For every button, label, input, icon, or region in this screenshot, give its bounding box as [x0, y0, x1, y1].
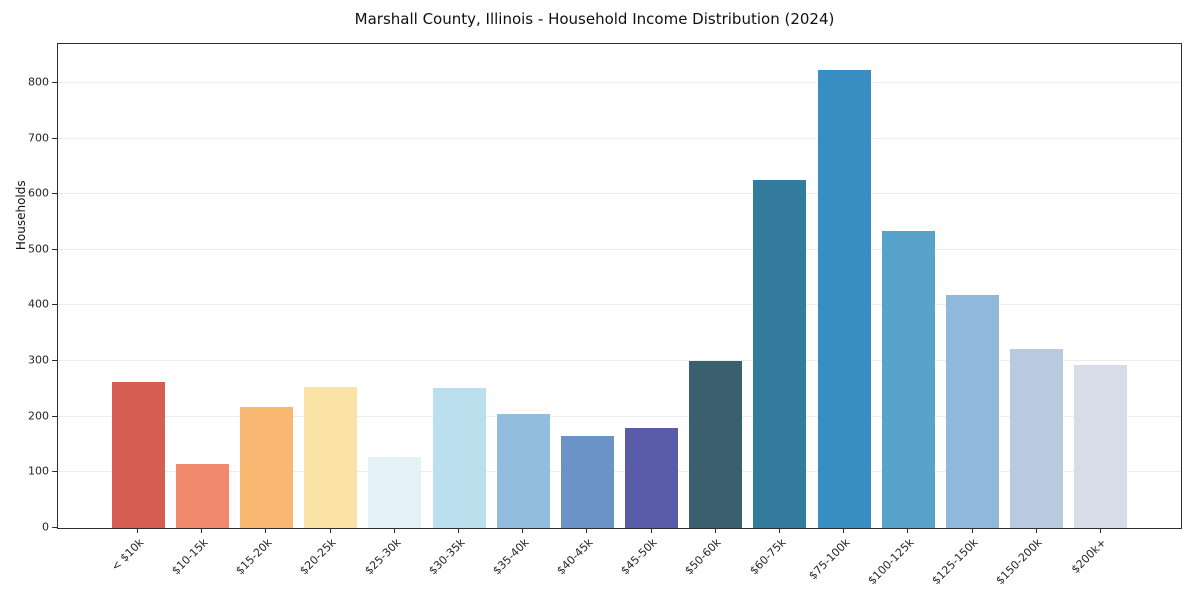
x-tick-mark [907, 528, 909, 533]
x-tick-label: $20-25k [297, 536, 339, 578]
y-tick-mark [52, 471, 57, 473]
bar--35-40k [496, 413, 550, 528]
y-tick-mark [52, 248, 57, 250]
x-tick-label: < $10k [108, 536, 147, 574]
gridline [58, 81, 1181, 83]
x-tick-mark [201, 528, 203, 533]
bar--100-125k [881, 231, 935, 528]
x-tick-label: $150-200k [993, 536, 1045, 588]
chart-title: Marshall County, Illinois - Household In… [354, 10, 835, 28]
x-tick-mark [458, 528, 460, 533]
gridline [58, 248, 1181, 250]
bar--150-200k [1010, 348, 1064, 528]
bar--10k [111, 381, 165, 528]
y-tick-label: 800 [28, 75, 49, 89]
x-tick-mark [1035, 528, 1037, 533]
x-tick-mark [1099, 528, 1101, 533]
x-tick-label: $35-40k [490, 536, 532, 578]
x-tick-mark [843, 528, 845, 533]
bar--15-20k [239, 406, 293, 528]
x-tick-mark [522, 528, 524, 533]
x-tick-label: $25-30k [361, 536, 404, 578]
y-tick-label: 100 [28, 464, 49, 478]
x-tick-label: $125-150k [929, 536, 981, 588]
gridline [58, 360, 1181, 362]
plot-area [57, 43, 1182, 529]
x-tick-mark [971, 528, 973, 533]
x-tick-label: $30-35k [425, 536, 468, 578]
y-tick-label: 300 [28, 353, 49, 367]
x-tick-mark [650, 528, 652, 533]
bar--40-45k [560, 436, 614, 528]
x-tick-label: $100-125k [865, 536, 917, 588]
bar--75-100k [817, 70, 871, 528]
y-tick-mark [52, 81, 57, 83]
y-tick-mark [52, 527, 57, 528]
y-tick-label: 0 [42, 520, 49, 534]
gridline [58, 137, 1181, 139]
x-tick-label: $75-100k [806, 536, 853, 583]
y-tick-mark [52, 415, 57, 417]
bar--60-75k [753, 180, 807, 528]
y-tick-label: 600 [28, 186, 49, 200]
gridline [58, 304, 1181, 306]
bar--45-50k [625, 427, 679, 528]
bar--125-150k [946, 295, 1000, 528]
x-tick-mark [778, 528, 780, 533]
y-tick-mark [52, 137, 57, 139]
y-tick-label: 200 [28, 409, 49, 423]
x-tick-mark [137, 528, 139, 533]
y-tick-mark [52, 360, 57, 362]
x-tick-label: $200k+ [1069, 536, 1110, 577]
x-tick-label: $15-20k [233, 536, 275, 578]
bar--50-60k [689, 360, 743, 528]
y-tick-label: 400 [28, 297, 49, 311]
gridline [58, 471, 1181, 473]
x-tick-mark [329, 528, 331, 533]
bar--10-15k [175, 464, 229, 528]
x-tick-label: $60-75k [746, 536, 789, 578]
x-tick-label: $40-45k [554, 536, 596, 578]
bar--30-35k [432, 387, 486, 528]
bar--25-30k [368, 456, 422, 528]
x-tick-mark [586, 528, 588, 533]
x-tick-mark [714, 528, 716, 533]
x-tick-mark [265, 528, 267, 533]
y-tick-label: 700 [28, 131, 49, 145]
x-tick-label: $50-60k [682, 536, 724, 578]
bar--200k- [1074, 365, 1128, 528]
x-tick-label: $45-50k [618, 536, 660, 578]
x-tick-mark [393, 528, 395, 533]
bar--20-25k [304, 387, 358, 528]
x-tick-label: $10-15k [169, 536, 211, 578]
y-tick-mark [52, 304, 57, 306]
y-tick-mark [52, 193, 57, 195]
gridline [58, 193, 1181, 195]
gridline [58, 415, 1181, 417]
y-tick-label: 500 [28, 242, 49, 256]
